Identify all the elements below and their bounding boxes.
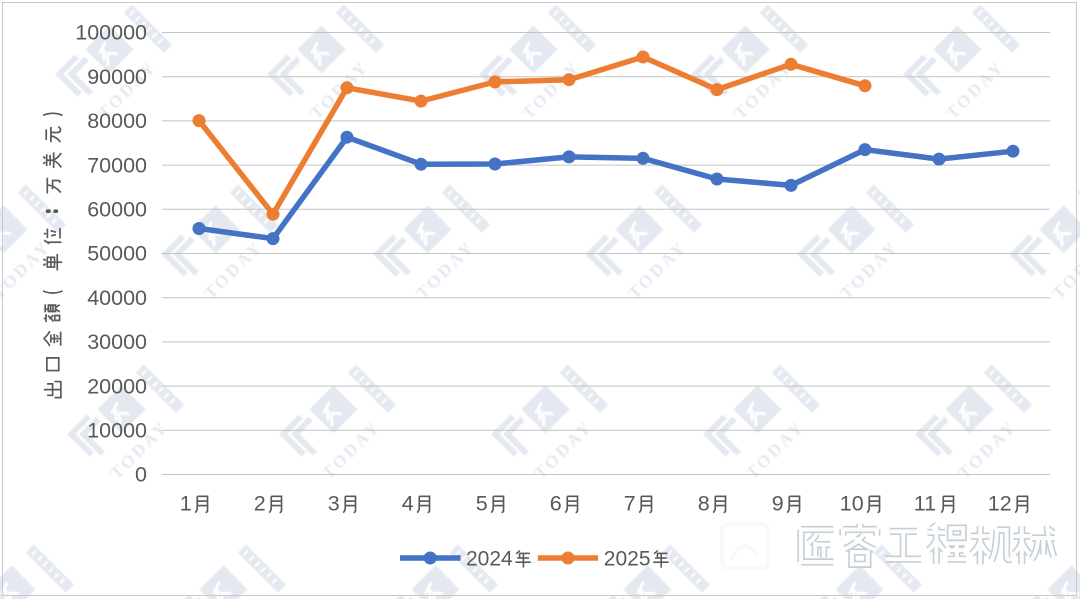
svg-text:8: 8 <box>698 492 710 516</box>
svg-text:10000: 10000 <box>87 419 147 443</box>
svg-text:50000: 50000 <box>87 242 147 266</box>
svg-text:1: 1 <box>180 492 192 516</box>
svg-text:6: 6 <box>550 492 562 516</box>
svg-text:5: 5 <box>476 492 488 516</box>
svg-text:0: 0 <box>135 463 147 487</box>
svg-text:2025: 2025 <box>604 548 651 571</box>
svg-text:60000: 60000 <box>87 198 147 222</box>
svg-text:30000: 30000 <box>87 330 147 354</box>
svg-text:2024: 2024 <box>466 548 513 571</box>
svg-text:80000: 80000 <box>87 109 147 133</box>
svg-text:9: 9 <box>772 492 784 516</box>
svg-text:90000: 90000 <box>87 65 147 89</box>
svg-text:4: 4 <box>402 492 414 516</box>
svg-text:2: 2 <box>254 492 266 516</box>
svg-text:11: 11 <box>914 492 936 516</box>
svg-text:100000: 100000 <box>75 21 147 45</box>
svg-text:20000: 20000 <box>87 374 147 398</box>
svg-text:3: 3 <box>328 492 340 516</box>
svg-text:70000: 70000 <box>87 153 147 177</box>
svg-text:10: 10 <box>840 492 864 516</box>
svg-text:40000: 40000 <box>87 286 147 310</box>
svg-text:7: 7 <box>624 492 636 516</box>
svg-text:12: 12 <box>988 492 1012 516</box>
